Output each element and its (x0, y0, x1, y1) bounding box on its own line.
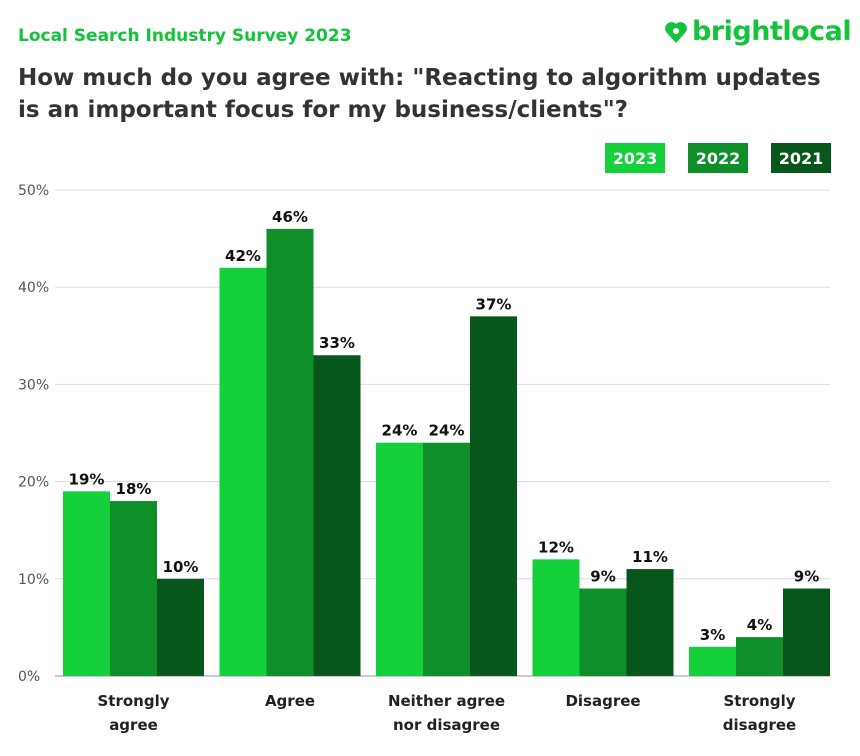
x-tick-label: Strongly (97, 692, 169, 710)
bar-2023 (689, 646, 736, 676)
bar-2023 (532, 559, 580, 676)
data-label: 3% (700, 626, 725, 644)
survey-label: Local Search Industry Survey 2023 (18, 26, 352, 46)
y-tick-label: 0% (18, 669, 40, 685)
data-label: 46% (272, 208, 308, 226)
bar-2022 (736, 637, 783, 676)
legend-item-2022: 2022 (688, 143, 748, 173)
chart-title: How much do you agree with: "Reacting to… (18, 65, 821, 123)
y-tick-label: 10% (18, 572, 49, 588)
bar-2023 (219, 267, 267, 676)
bar-2021 (470, 316, 517, 676)
bar-2023 (376, 442, 423, 676)
y-tick-label: 30% (18, 377, 49, 393)
data-label: 10% (163, 558, 199, 576)
data-label: 42% (225, 247, 261, 265)
legend-item-2021: 2021 (771, 143, 831, 173)
y-tick-label: 40% (18, 280, 49, 296)
data-label: 24% (429, 422, 465, 440)
bar-2023 (63, 491, 110, 676)
legend-item-2023: 2023 (605, 143, 665, 173)
x-tick-label: Neither agree (388, 692, 505, 710)
y-tick-label: 50% (18, 183, 49, 199)
x-tick-label: agree (109, 716, 158, 734)
logo-text: brightlocal (692, 16, 852, 47)
data-label: 33% (319, 334, 355, 352)
y-tick-label: 20% (18, 475, 49, 491)
x-tick-label: nor disagree (393, 716, 500, 734)
bar-2022 (423, 442, 470, 676)
data-label: 9% (590, 568, 615, 586)
bar-2022 (579, 588, 627, 676)
data-label: 11% (632, 548, 668, 566)
x-tick-label: Strongly (723, 692, 795, 710)
bar-2021 (783, 588, 830, 676)
brightlocal-logo: brightlocal (664, 16, 852, 47)
bar-2022 (266, 228, 314, 676)
data-label: 9% (794, 568, 819, 586)
heart-pin-icon (665, 21, 687, 43)
bar-2022 (110, 501, 157, 676)
x-tick-label: Disagree (565, 692, 640, 710)
data-label: 4% (747, 616, 772, 634)
data-label: 37% (476, 295, 512, 313)
data-label: 12% (538, 538, 574, 556)
data-label: 19% (69, 470, 105, 488)
bar-2021 (313, 355, 361, 676)
data-label: 18% (116, 480, 152, 498)
data-label: 24% (382, 422, 418, 440)
x-tick-label: disagree (723, 716, 796, 734)
x-tick-label: Agree (265, 692, 315, 710)
bar-2021 (157, 578, 204, 676)
bar-2021 (626, 569, 674, 676)
